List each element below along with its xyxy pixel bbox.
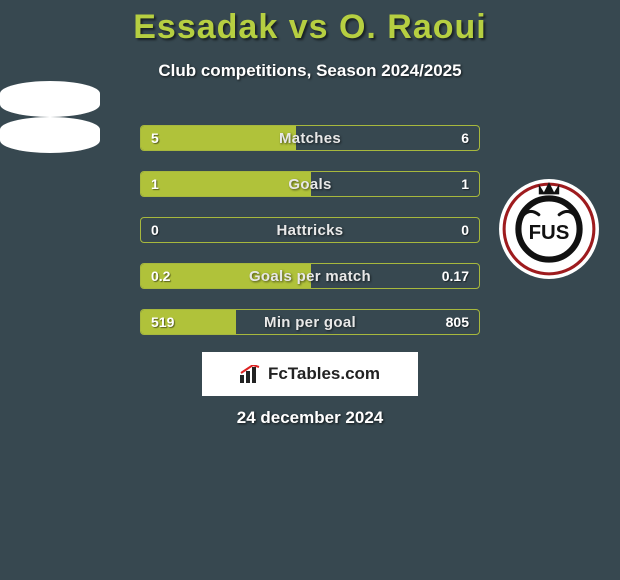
comparison-card: Essadak vs O. Raoui Club competitions, S… (0, 0, 620, 580)
stat-row: 00Hattricks (140, 217, 480, 243)
brand-badge: FcTables.com (202, 352, 418, 396)
stat-label: Matches (141, 126, 479, 150)
stat-row: 56Matches (140, 125, 480, 151)
brand-chart-icon (240, 365, 262, 383)
team-left-logo-shadow (0, 117, 100, 153)
stat-row: 519805Min per goal (140, 309, 480, 335)
stat-label: Hattricks (141, 218, 479, 242)
svg-text:FUS: FUS (529, 222, 570, 244)
subtitle: Club competitions, Season 2024/2025 (0, 61, 620, 81)
stat-row: 0.20.17Goals per match (140, 263, 480, 289)
stat-label: Goals (141, 172, 479, 196)
stat-label: Goals per match (141, 264, 479, 288)
stats-bars: 56Matches 11Goals 00Hattricks 0.20.17Goals … (140, 125, 480, 355)
page-title: Essadak vs O. Raoui (0, 8, 620, 47)
team-left-logo (0, 81, 100, 117)
date-label: 24 december 2024 (0, 408, 620, 428)
stat-row: 11Goals (140, 171, 480, 197)
stat-label: Min per goal (141, 310, 479, 334)
team-right-logo: FUS (498, 178, 600, 280)
brand-text: FcTables.com (268, 364, 380, 384)
